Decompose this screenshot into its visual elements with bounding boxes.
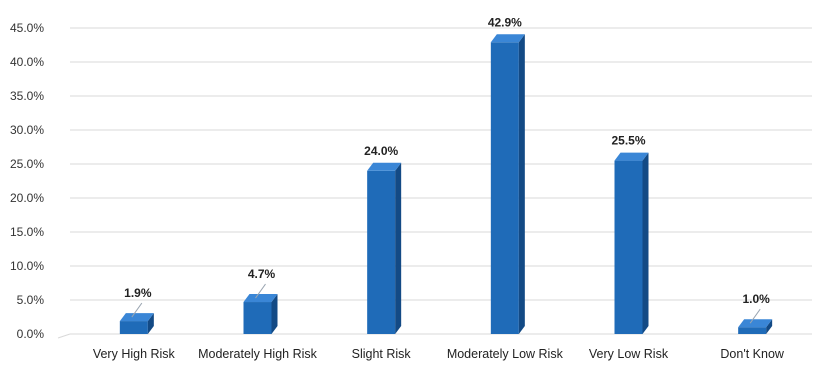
y-tick-label: 40.0%	[10, 55, 44, 69]
y-tick-label: 0.0%	[17, 327, 45, 341]
bar-front	[490, 42, 519, 334]
y-axis-ticks: 0.0% 5.0% 10.0% 15.0% 20.0% 25.0% 30.0% 35.0% 40…	[10, 21, 44, 341]
data-labels: 1.9% 4.7% 24.0% 42.9% 25.5% 1.0%	[124, 15, 770, 324]
label-leader	[131, 302, 143, 318]
bar-side	[147, 313, 154, 334]
bar	[738, 319, 773, 334]
bar-top	[738, 319, 773, 328]
data-label: 25.5%	[611, 134, 645, 148]
data-label: 42.9%	[488, 15, 522, 29]
bar	[490, 34, 525, 334]
bar-top	[243, 294, 278, 303]
data-label: 24.0%	[364, 144, 398, 158]
bar-side	[642, 152, 649, 334]
x-category-label: Very Low Risk	[589, 347, 669, 361]
label-leader	[255, 283, 266, 299]
y-tick-label: 30.0%	[10, 123, 44, 137]
bar	[119, 313, 154, 334]
bar-side	[271, 294, 278, 334]
bar-side	[766, 319, 773, 334]
bar-top	[367, 162, 402, 171]
bar-front	[738, 327, 767, 334]
x-category-label: Moderately High Risk	[198, 347, 318, 361]
gridlines	[57, 27, 812, 339]
bar-front	[119, 321, 148, 334]
x-category-label: Slight Risk	[352, 347, 412, 361]
data-label: 1.0%	[742, 292, 770, 306]
x-category-label: Don't Know	[720, 347, 785, 361]
bar-front	[243, 302, 272, 334]
y-tick-label: 20.0%	[10, 191, 44, 205]
bars	[119, 34, 773, 334]
bar	[367, 162, 402, 334]
bar-side	[395, 162, 402, 334]
bar-front	[367, 170, 396, 334]
y-tick-label: 5.0%	[17, 293, 45, 307]
y-tick-label: 45.0%	[10, 21, 44, 35]
x-axis-categories: Very High Risk Moderately High Risk Slight…	[93, 347, 785, 361]
data-label: 1.9%	[124, 286, 152, 300]
x-category-label: Very High Risk	[93, 347, 176, 361]
y-tick-label: 10.0%	[10, 259, 44, 273]
label-leader	[749, 308, 761, 324]
bar-top	[119, 313, 154, 322]
bar-top	[614, 152, 649, 161]
bar-side	[518, 34, 525, 334]
bar	[243, 294, 278, 334]
data-label: 4.7%	[248, 267, 276, 281]
bar	[614, 152, 649, 334]
y-tick-label: 15.0%	[10, 225, 44, 239]
y-tick-label: 25.0%	[10, 157, 44, 171]
bar-top	[490, 34, 525, 43]
floor-edge	[57, 333, 71, 339]
y-tick-label: 35.0%	[10, 89, 44, 103]
bar-front	[614, 160, 643, 334]
x-category-label: Moderately Low Risk	[447, 347, 564, 361]
